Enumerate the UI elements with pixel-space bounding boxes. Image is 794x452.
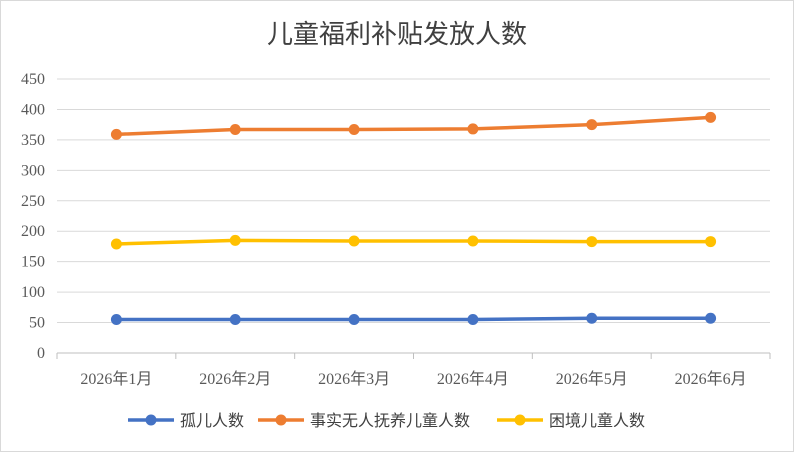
- series-lines: [110, 111, 717, 326]
- series-0: [110, 312, 717, 326]
- data-point: [348, 314, 360, 326]
- y-tick-label: 400: [21, 101, 45, 118]
- data-point: [229, 314, 241, 326]
- series-1: [110, 111, 717, 140]
- y-tick-label: 0: [37, 345, 45, 362]
- data-point: [110, 128, 122, 140]
- chart-title: 儿童福利补贴发放人数: [266, 20, 527, 50]
- x-tick-label: 2026年1月: [80, 370, 152, 388]
- legend-item: 孤儿人数: [128, 411, 244, 430]
- data-point: [586, 236, 598, 248]
- legend: 孤儿人数 事实无人抚养儿童人数 困境儿童人数: [128, 411, 645, 430]
- data-point: [705, 111, 717, 123]
- data-point: [348, 235, 360, 247]
- x-tick-label: 2026年6月: [675, 370, 747, 388]
- y-tick-label: 50: [29, 315, 45, 332]
- legend-label: 困境儿童人数: [549, 411, 645, 430]
- data-point: [348, 124, 360, 136]
- y-tick-label: 450: [21, 71, 45, 88]
- data-point: [586, 119, 598, 131]
- data-point: [467, 123, 479, 135]
- series-line: [116, 316, 711, 322]
- series-2: [110, 234, 717, 250]
- data-point: [110, 314, 122, 326]
- x-tick-label: 2026年3月: [318, 370, 390, 388]
- y-tick-label: 200: [21, 223, 45, 240]
- x-axis: 2026年1月 2026年2月 2026年3月 2026年4月 2026年5月 2026年…: [56, 352, 771, 388]
- y-axis-ticks: 0 50 100 150 200 250 300 350 400 450: [21, 71, 45, 362]
- x-tick-label: 2026年5月: [556, 370, 628, 388]
- legend-label: 孤儿人数: [180, 411, 244, 430]
- legend-marker: [514, 414, 526, 426]
- gridlines: [57, 78, 770, 324]
- data-point: [586, 312, 598, 324]
- legend-marker: [275, 414, 287, 426]
- y-tick-label: 100: [21, 284, 45, 301]
- y-tick-label: 350: [21, 132, 45, 149]
- legend-marker: [145, 414, 157, 426]
- data-point: [467, 314, 479, 326]
- data-point: [467, 235, 479, 247]
- legend-item: 事实无人抚养儿童人数: [258, 411, 470, 430]
- y-tick-label: 300: [21, 162, 45, 179]
- y-tick-label: 150: [21, 254, 45, 271]
- x-tick-label: 2026年4月: [437, 370, 509, 388]
- data-point: [705, 312, 717, 324]
- y-tick-label: 250: [21, 193, 45, 210]
- data-point: [110, 238, 122, 250]
- data-point: [705, 236, 717, 248]
- series-line: [116, 238, 711, 246]
- data-point: [229, 124, 241, 136]
- legend-item: 困境儿童人数: [497, 411, 645, 430]
- legend-label: 事实无人抚养儿童人数: [310, 411, 470, 430]
- series-line: [116, 115, 711, 137]
- x-tick-label: 2026年2月: [199, 370, 271, 388]
- data-point: [229, 234, 241, 246]
